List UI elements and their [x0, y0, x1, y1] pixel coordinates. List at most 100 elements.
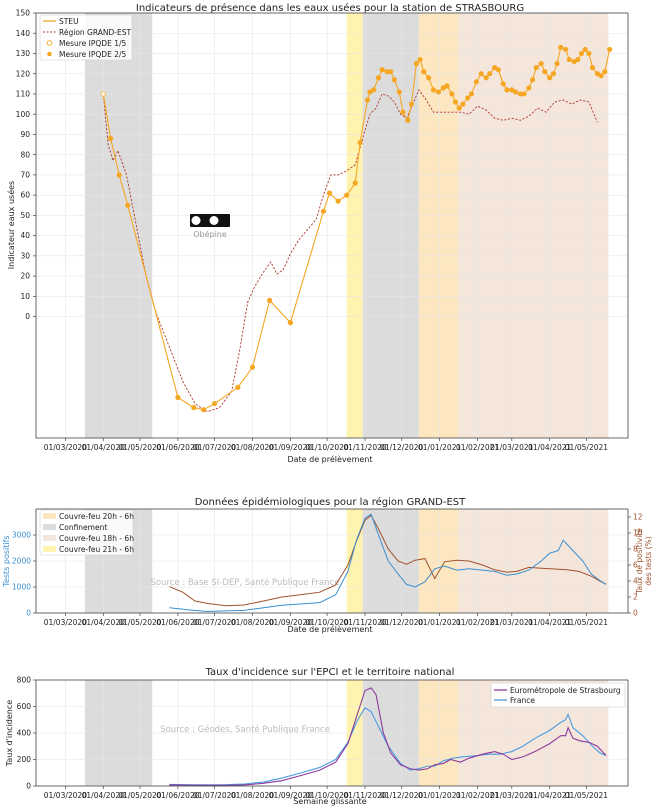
x-tick-label: 01/10/2020	[305, 791, 348, 800]
data-point-steu	[578, 50, 585, 57]
data-point-steu	[575, 56, 581, 63]
watermark-logo: Obépine	[190, 214, 230, 239]
data-point-steu	[602, 69, 608, 75]
svg-text:Région GRAND-EST: Région GRAND-EST	[59, 28, 132, 37]
x-tick-label: 01/03/2020	[44, 618, 87, 627]
legend-item-steu: STEU	[43, 17, 79, 26]
y-tick-label-right: 4	[633, 577, 638, 586]
data-point-steu	[396, 89, 402, 95]
y-axis-label: Taux d'incidence	[5, 700, 14, 767]
data-point-steu	[320, 208, 327, 214]
x-tick-label: 01/01/2021	[418, 443, 461, 452]
y-tick-label-right: 2	[633, 593, 638, 602]
data-point-steu	[357, 139, 363, 146]
x-tick-label: 01/08/2020	[231, 443, 274, 452]
data-point-steu	[249, 364, 256, 370]
data-point-steu	[478, 71, 484, 77]
x-axis-label: Semaine glissante	[293, 797, 366, 806]
legend-item-ipqde-2: Mesure IPQDE 2/5	[47, 50, 126, 59]
x-tick-label: 01/03/2020	[44, 443, 87, 452]
x-tick-label: 01/04/2020	[82, 443, 125, 452]
x-tick-label: 01/05/2020	[118, 791, 161, 800]
x-tick-label: 01/04/2020	[82, 791, 125, 800]
legend-item-ipqde-1: Mesure IPQDE 1/5	[46, 39, 126, 48]
data-point-steu	[388, 69, 394, 75]
data-point-steu	[504, 87, 510, 93]
x-tick-label: 01/09/2020	[269, 791, 312, 800]
data-point-steu	[449, 91, 455, 97]
legend-item-curfew-20h: Couvre-feu 20h - 6h	[43, 512, 134, 521]
data-point-steu	[175, 394, 181, 401]
svg-text:Mesure IPQDE 2/5: Mesure IPQDE 2/5	[59, 50, 126, 59]
data-point-steu	[526, 85, 532, 91]
data-point-steu	[335, 198, 341, 204]
data-point-steu	[547, 75, 553, 81]
x-axis-label: Date de prélèvement	[287, 624, 372, 634]
x-tick-label: 01/04/2020	[82, 618, 125, 627]
y-tick-label: 40	[20, 231, 30, 240]
data-point-steu	[607, 46, 613, 53]
data-point-steu	[267, 297, 273, 303]
x-tick-label: 01/12/2020	[380, 443, 423, 452]
y-tick-label: 600	[17, 702, 32, 711]
data-point-steu	[116, 172, 122, 178]
y-tick-label: 120	[16, 69, 31, 78]
y-tick-label: 30	[20, 251, 30, 260]
x-tick-label: 01/05/2021	[565, 618, 608, 627]
svg-text:Couvre-feu 18h - 6h: Couvre-feu 18h - 6h	[59, 534, 134, 543]
x-tick-label: 01/02/2021	[456, 618, 499, 627]
y-tick-label: 1000	[12, 583, 31, 592]
x-tick-label: 01/07/2020	[193, 791, 236, 800]
y-tick-label: 0	[26, 609, 31, 618]
data-point-steu	[391, 77, 397, 83]
data-point-steu	[435, 89, 442, 95]
legend-item-france: France	[494, 696, 535, 705]
x-tick-label: 01/04/2021	[528, 443, 571, 452]
y-tick-label: 70	[20, 171, 30, 180]
y-tick-label: 0	[26, 782, 31, 791]
data-point-steu	[483, 75, 489, 81]
svg-text:Eurométropole de Strasbourg: Eurométropole de Strasbourg	[510, 686, 621, 695]
legend: STEU Région GRAND-EST Mesure IPQDE 1/5 M…	[39, 14, 133, 61]
data-point-steu	[421, 69, 427, 75]
series-line-positivity	[169, 514, 607, 607]
data-point-steu	[413, 60, 419, 67]
y-tick-label: 80	[20, 150, 30, 159]
y-tick-label: 3000	[12, 531, 31, 540]
data-point-steu	[375, 75, 382, 81]
data-point-steu	[521, 91, 527, 97]
x-tick-label: 01/10/2020	[305, 443, 348, 452]
x-tick-label: 01/05/2020	[118, 618, 161, 627]
data-point-steu	[326, 190, 333, 196]
data-point-steu	[379, 67, 385, 73]
x-tick-label: 01/10/2020	[305, 618, 348, 627]
data-point-steu	[405, 117, 411, 123]
period-band	[418, 13, 458, 438]
data-point-steu	[500, 81, 506, 87]
data-point-steu	[468, 91, 475, 97]
data-point-steu	[352, 180, 358, 186]
period-band	[362, 13, 419, 438]
incidence-chart: Taux d'incidence sur l'EPCI et le territ…	[5, 667, 629, 806]
data-point-steu	[554, 60, 560, 67]
x-tick-label: 01/11/2020	[343, 618, 386, 627]
x-tick-label: 01/06/2020	[156, 618, 199, 627]
y-tick-label: 20	[20, 272, 30, 281]
data-point-steu	[200, 407, 207, 413]
y-tick-label: 130	[16, 49, 31, 58]
y-tick-label-right: 10	[633, 529, 643, 538]
svg-text:France: France	[510, 696, 535, 705]
y-tick-label: 200	[17, 755, 32, 764]
data-point-steu	[444, 83, 450, 89]
data-point-steu	[558, 44, 564, 51]
y-tick-label-right: 8	[633, 545, 638, 554]
x-tick-label: 01/11/2020	[343, 791, 386, 800]
y-tick-label: 140	[16, 29, 31, 38]
x-tick-label: 01/07/2020	[193, 443, 236, 452]
data-point-steu	[598, 73, 604, 79]
data-point-steu	[287, 320, 294, 326]
x-tick-label: 01/02/2021	[456, 443, 499, 452]
data-point-steu	[563, 46, 569, 53]
series-line-positive-tests	[169, 513, 607, 612]
data-point-steu	[586, 50, 592, 57]
